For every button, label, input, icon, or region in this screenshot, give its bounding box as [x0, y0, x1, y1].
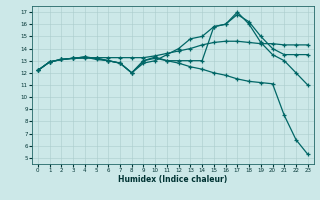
X-axis label: Humidex (Indice chaleur): Humidex (Indice chaleur): [118, 175, 228, 184]
